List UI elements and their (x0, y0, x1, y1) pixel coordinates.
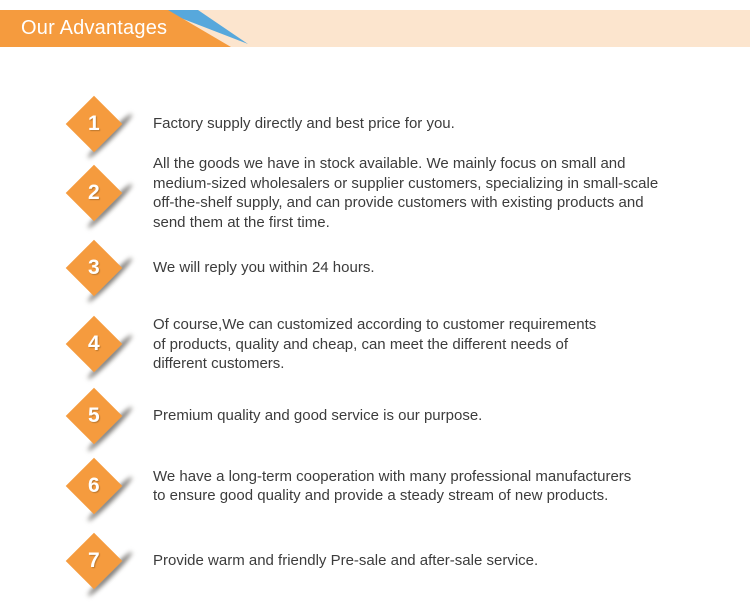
advantage-row: 1 Factory supply directly and best price… (65, 95, 750, 161)
advantage-row: 3 We will reply you within 24 hours. (65, 239, 750, 305)
section-title: Our Advantages (21, 17, 168, 39)
advantage-number-diamond: 5 (65, 387, 135, 453)
header-banner: Our Advantages (0, 10, 750, 47)
advantage-number-diamond: 3 (65, 239, 135, 305)
advantage-number: 5 (87, 404, 100, 427)
advantage-text: Provide warm and friendly Pre-sale and a… (153, 552, 539, 570)
diamond-icon: 7 (65, 532, 122, 590)
advantage-text: Of course,We can customized according to… (153, 316, 597, 372)
advantage-row: 6 We have a long-term cooperation with m… (65, 457, 750, 523)
advantage-text: Premium quality and good service is our … (153, 407, 483, 425)
advantage-number-diamond: 7 (65, 532, 135, 598)
advantage-list: 1 Factory supply directly and best price… (0, 95, 750, 598)
advantage-text: We have a long-term cooperation with man… (153, 467, 632, 505)
advantage-row: 2 All the goods we have in stock availab… (65, 154, 750, 232)
advantage-number: 3 (87, 255, 100, 279)
advantage-number-diamond: 4 (65, 315, 135, 381)
diamond-icon: 6 (65, 457, 122, 515)
diamond-icon: 3 (65, 239, 122, 296)
advantage-number: 7 (87, 549, 100, 572)
advantage-number: 6 (87, 474, 100, 497)
diamond-icon: 1 (65, 95, 122, 152)
advantage-number-diamond: 1 (65, 95, 135, 161)
advantage-text: We will reply you within 24 hours. (153, 258, 375, 276)
diamond-icon: 2 (65, 164, 122, 222)
advantage-number: 2 (87, 181, 100, 204)
advantage-row: 5 Premium quality and good service is ou… (65, 387, 750, 453)
advantage-number: 1 (87, 111, 100, 135)
advantage-row: 4 Of course,We can customized according … (65, 315, 750, 381)
diamond-icon: 5 (65, 387, 122, 445)
advantage-row: 7 Provide warm and friendly Pre-sale and… (65, 532, 750, 598)
diamond-icon: 4 (65, 315, 122, 373)
advantage-number: 4 (87, 332, 100, 356)
advantage-number-diamond: 2 (65, 164, 135, 230)
advantage-text: All the goods we have in stock available… (153, 155, 659, 231)
advantage-number-diamond: 6 (65, 457, 135, 523)
advantage-text: Factory supply directly and best price f… (153, 114, 455, 132)
